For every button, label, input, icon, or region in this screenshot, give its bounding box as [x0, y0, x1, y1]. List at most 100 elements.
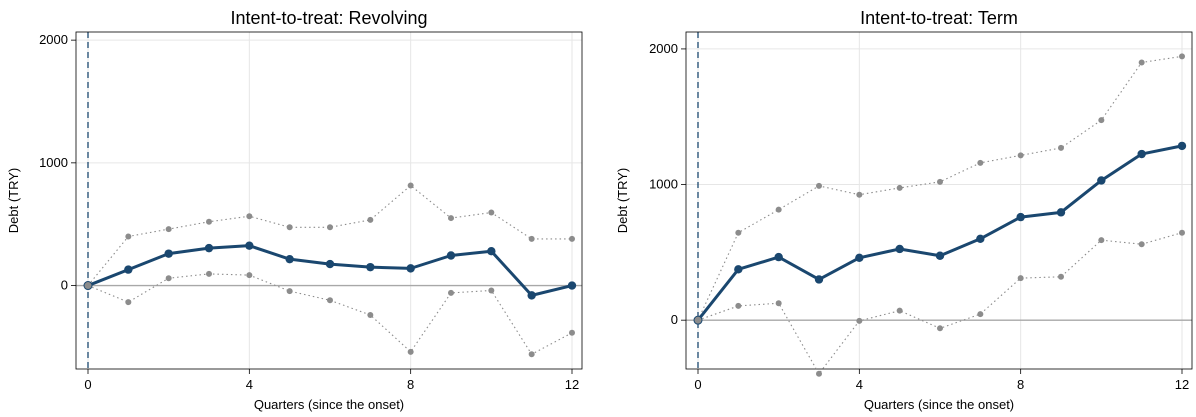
estimate-point	[325, 259, 335, 269]
estimate-point	[814, 275, 824, 284]
estimate-point	[406, 264, 415, 273]
ci-point	[1058, 144, 1064, 151]
ci-point	[528, 235, 535, 242]
ci-point	[1138, 241, 1145, 248]
ci-point	[735, 229, 742, 236]
estimate-point	[774, 252, 783, 262]
ci-point	[528, 351, 535, 358]
y-tick-label: 0	[671, 312, 678, 327]
estimate-point	[124, 265, 133, 274]
ci-point	[1179, 229, 1185, 236]
y-tick-label: 1000	[39, 155, 68, 170]
panel-revolving: Intent-to-treat: Revolving 0 1000 2000 0 4 8 12…	[6, 8, 583, 412]
ci-point	[937, 178, 943, 185]
ci-point	[367, 312, 374, 319]
ci-point	[448, 289, 454, 296]
onset-point	[83, 281, 93, 291]
upper-ci-line	[697, 55, 1183, 321]
ci-point	[816, 182, 822, 189]
estimate-point	[527, 291, 536, 300]
x-tick-label: 4	[246, 377, 253, 392]
estimate-point	[734, 265, 743, 274]
ci-point	[488, 287, 495, 294]
ci-point	[488, 209, 495, 216]
ci-point	[816, 370, 822, 377]
ci-point	[977, 311, 984, 318]
x-axis-label: Quarters (since the onset)	[864, 397, 1014, 412]
ci-point	[775, 300, 782, 307]
ci-point	[896, 307, 903, 314]
x-axis-label: Quarters (since the onset)	[254, 397, 404, 412]
ci-point	[1058, 273, 1064, 280]
estimate-point	[1177, 141, 1187, 151]
onset-point	[693, 315, 703, 325]
ci-point	[1098, 237, 1105, 244]
x-tick-label: 12	[1175, 377, 1189, 392]
x-tick-label: 8	[407, 377, 414, 392]
estimate-point	[1016, 212, 1025, 222]
y-tick-label: 1000	[649, 177, 678, 192]
ci-point	[569, 329, 575, 336]
estimate-point	[285, 254, 294, 264]
estimate-point	[446, 251, 456, 260]
estimate-point	[366, 262, 375, 272]
ci-point	[165, 226, 172, 233]
y-axis-label: Debt (TRY)	[615, 168, 630, 234]
estimate-point	[164, 249, 173, 258]
ci-point	[246, 213, 253, 220]
estimate-point	[976, 234, 985, 243]
estimate-point	[1097, 176, 1106, 185]
ci-point	[286, 224, 293, 231]
ci-point	[896, 184, 903, 191]
ci-point	[286, 288, 293, 295]
x-tick-label: 0	[84, 377, 91, 392]
estimate-point	[204, 243, 214, 253]
y-tick-label: 2000	[649, 41, 678, 56]
x-tick-label: 4	[856, 377, 863, 392]
ci-point	[125, 299, 132, 306]
estimate-point	[855, 253, 864, 262]
ci-point	[1138, 59, 1145, 66]
estimate-line	[87, 244, 573, 297]
ci-point	[448, 215, 454, 222]
panel-term: Intent-to-treat: Term 0 1000 2000 0 4 8 12 Quart…	[615, 8, 1193, 412]
ci-point	[856, 317, 863, 324]
estimate-point	[567, 281, 577, 290]
y-axis-label: Debt (TRY)	[6, 168, 21, 234]
estimate-point	[1056, 208, 1066, 217]
ci-point	[735, 302, 742, 309]
chart-title: Intent-to-treat: Revolving	[230, 8, 427, 28]
ci-point	[206, 270, 212, 277]
estimate-point	[935, 251, 945, 260]
x-tick-label: 12	[565, 377, 579, 392]
estimate-point	[895, 244, 904, 254]
estimate-point	[487, 246, 496, 256]
plot-frame	[75, 31, 583, 370]
y-tick-label: 2000	[39, 32, 68, 47]
ci-point	[327, 297, 333, 304]
estimate-line	[696, 144, 1183, 322]
upper-ci-line	[87, 184, 572, 286]
ci-point	[165, 275, 172, 282]
plot-frame	[685, 31, 1193, 370]
ci-point	[206, 218, 212, 225]
y-tick-label: 0	[61, 278, 68, 293]
ci-point	[407, 182, 414, 189]
ci-point	[125, 233, 132, 240]
ci-point	[1098, 117, 1105, 124]
ci-point	[1179, 53, 1185, 60]
ci-point	[1017, 275, 1024, 282]
estimate-point	[245, 241, 254, 250]
ci-point	[1017, 152, 1024, 159]
ci-point	[246, 272, 253, 279]
ci-point	[569, 235, 575, 242]
x-tick-label: 8	[1017, 377, 1024, 392]
ci-point	[937, 325, 943, 332]
estimate-point	[1137, 149, 1146, 159]
ci-point	[775, 206, 782, 213]
chart-title: Intent-to-treat: Term	[860, 8, 1018, 28]
ci-point	[977, 159, 984, 166]
ci-point	[856, 191, 863, 198]
ci-point	[367, 216, 374, 223]
